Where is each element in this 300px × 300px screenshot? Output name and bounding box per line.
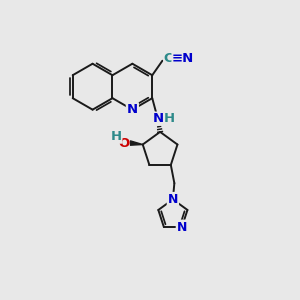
Text: H: H: [111, 130, 122, 143]
Text: C: C: [164, 52, 173, 65]
Polygon shape: [130, 141, 143, 145]
Text: N: N: [168, 193, 178, 206]
Text: N: N: [177, 220, 187, 234]
Text: H: H: [164, 112, 175, 124]
Text: N: N: [127, 103, 138, 116]
Text: O: O: [118, 136, 129, 149]
Text: N: N: [153, 112, 164, 125]
Text: ≡N: ≡N: [172, 52, 194, 65]
